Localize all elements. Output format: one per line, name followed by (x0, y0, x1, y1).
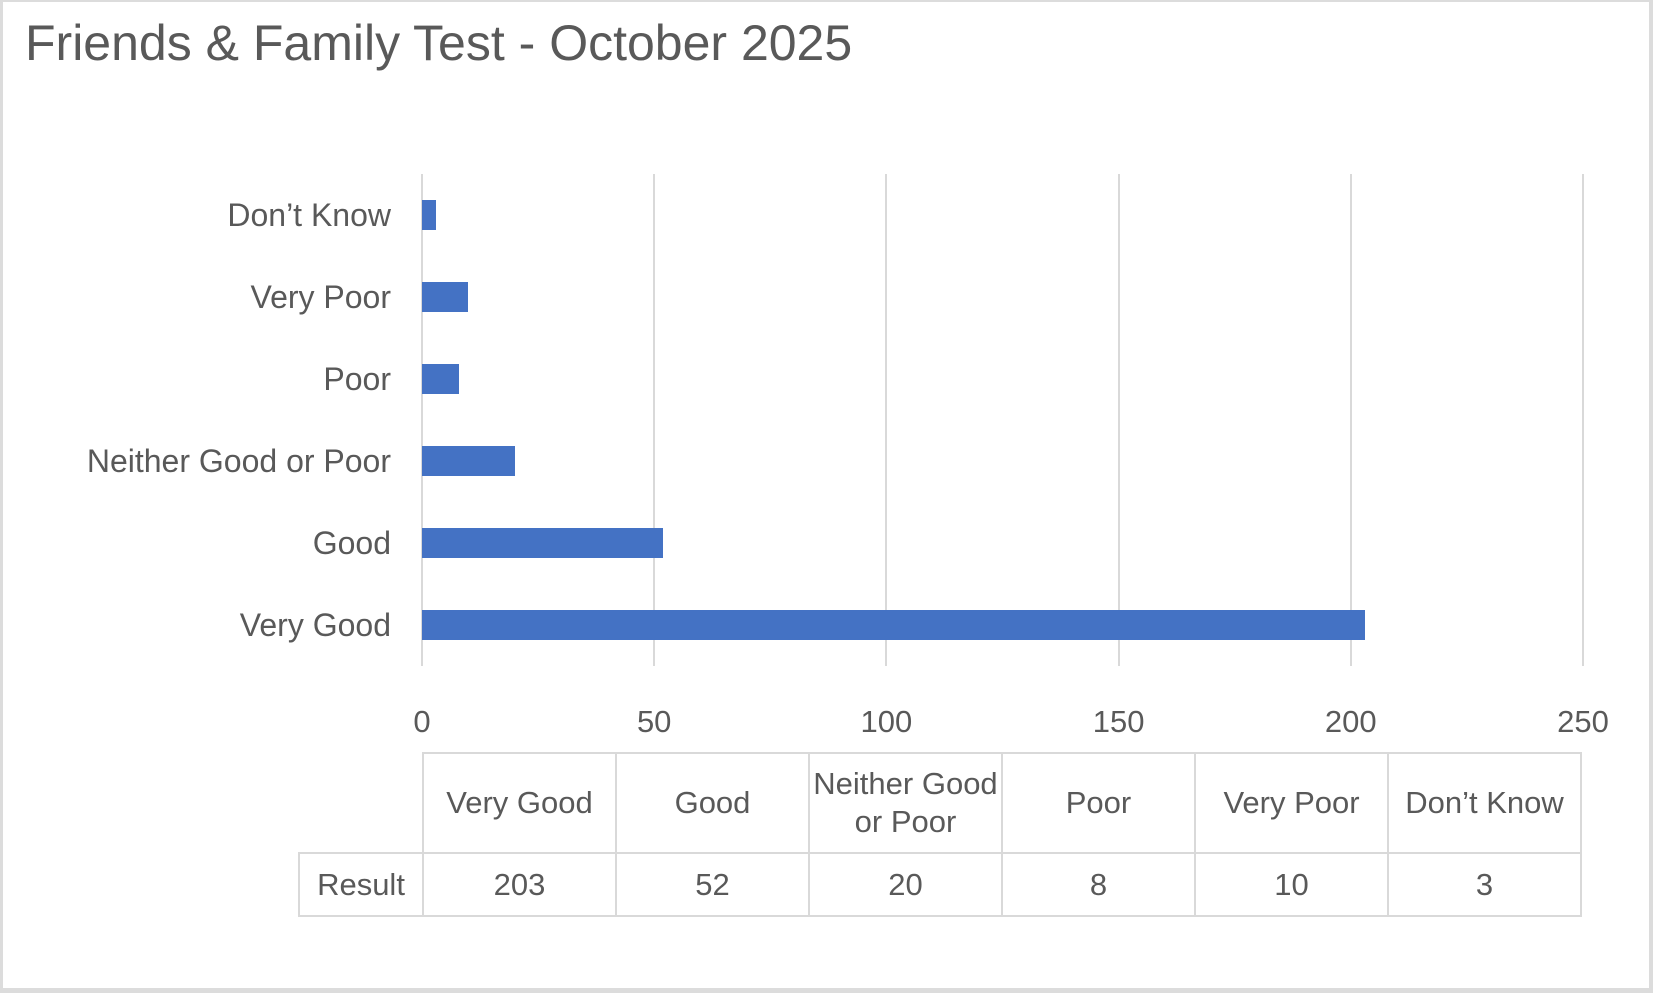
plot-area (421, 174, 1584, 666)
gridline (1582, 174, 1584, 666)
x-axis-tick-label: 250 (1557, 704, 1609, 739)
table-column-header: Good (615, 752, 810, 854)
bar-good (422, 528, 664, 558)
gridline (653, 174, 656, 666)
category-label: Good (312, 525, 391, 561)
table-value-cell: 10 (1194, 852, 1389, 917)
gridline (421, 174, 423, 666)
table-result-row: Result 203 52 20 8 10 3 (298, 852, 1582, 917)
table-value-cell: 20 (808, 852, 1003, 917)
category-label: Very Poor (250, 279, 391, 315)
bar-poor (422, 364, 460, 394)
gridline (885, 174, 888, 666)
x-axis-labels: 0 50 100 150 200 250 (413, 703, 1608, 745)
table-row-label: Result (298, 852, 424, 917)
category-label: Neither Good or Poor (86, 443, 391, 479)
table-header-row: Very Good Good Neither Good or Poor Poor Ver… (299, 752, 1582, 854)
table-value-cell: 52 (615, 852, 810, 917)
table-value-cell: 8 (1001, 852, 1196, 917)
data-table: Very Good Good Neither Good or Poor Poor Ver… (298, 752, 1582, 917)
chart-title: Friends & Family Test - October 2025 (25, 15, 853, 71)
x-axis-tick-label: 100 (860, 704, 913, 739)
bar-very-poor (422, 282, 469, 312)
category-label: Poor (323, 361, 391, 397)
table-column-header: Very Poor (1194, 752, 1389, 854)
bar-very-good (422, 610, 1365, 640)
category-label: Don’t Know (227, 197, 391, 233)
gridline (1117, 174, 1120, 666)
category-label: Very Good (239, 607, 391, 643)
table-value-cell: 3 (1387, 852, 1582, 917)
table-column-header: Poor (1001, 752, 1196, 854)
gridline (1349, 174, 1352, 666)
bar-don-t-know (422, 200, 436, 230)
table-value-cell: 203 (422, 852, 617, 917)
table-column-header: Very Good (422, 752, 617, 854)
x-axis-tick-label: 200 (1324, 704, 1377, 739)
table-column-header: Neither Good or Poor (808, 752, 1003, 854)
category-axis-labels: Don’t Know Very Poor Poor Neither Good or P… (3, 174, 391, 666)
table-column-header: Don’t Know (1387, 752, 1582, 854)
x-axis-tick-label: 50 (636, 704, 672, 739)
x-axis-tick-label: 0 (413, 704, 431, 739)
bar-neither-good-or-poor (422, 446, 515, 476)
x-axis-tick-label: 150 (1092, 704, 1145, 739)
table-blank-cell (299, 753, 424, 854)
